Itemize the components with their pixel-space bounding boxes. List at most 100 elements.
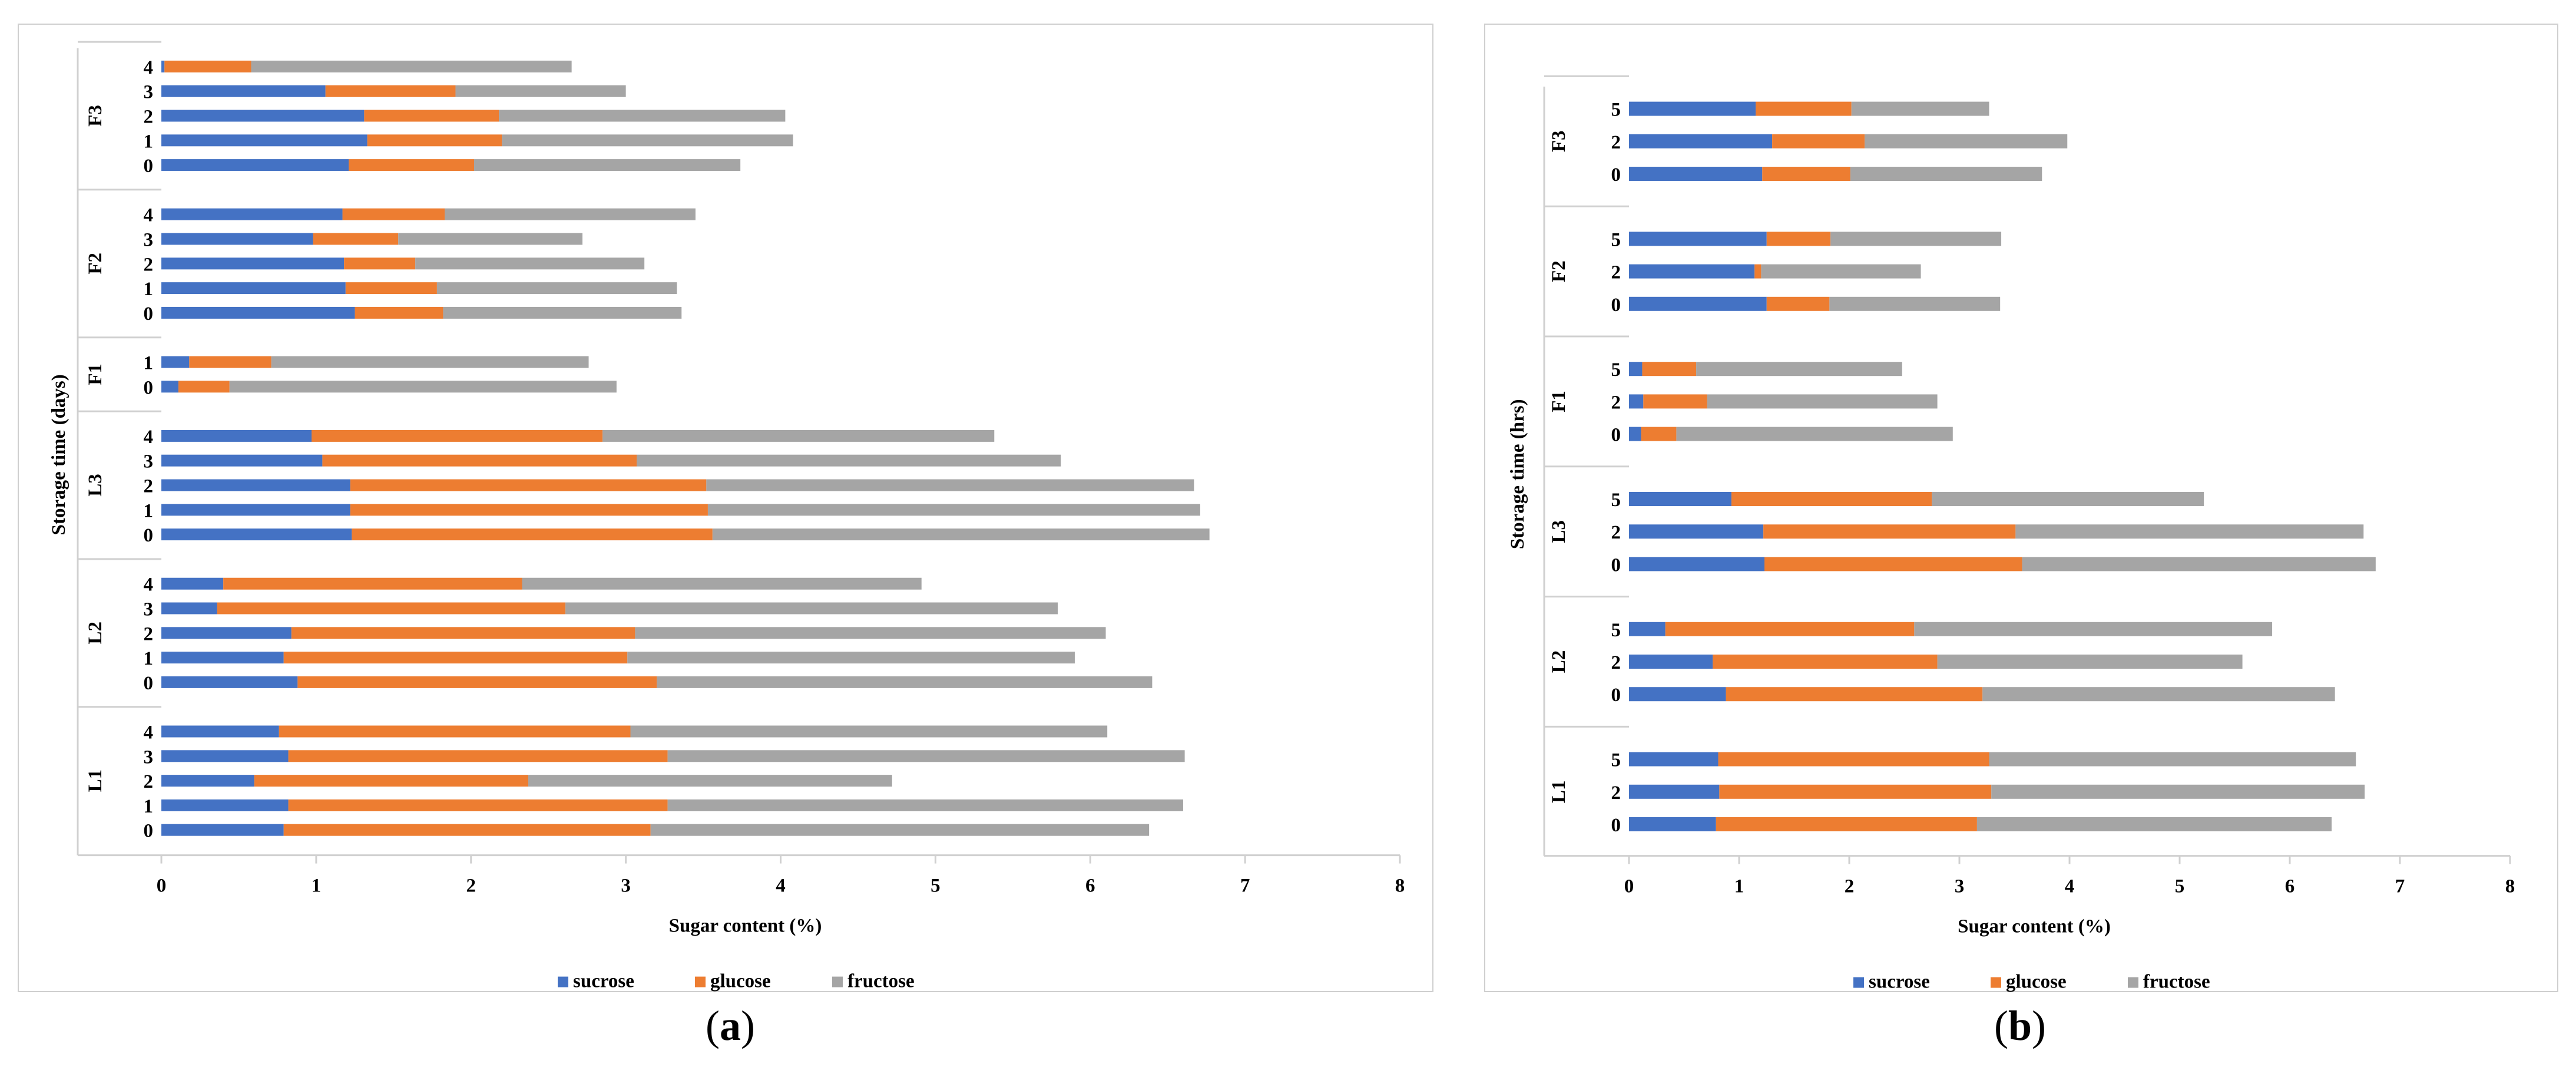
bar-segment-sucrose	[161, 134, 367, 147]
bar-segment-glucose	[1766, 296, 1830, 311]
bar-segment-fructose	[1932, 492, 2204, 506]
row-label: 2	[1611, 392, 1621, 413]
bar-segment-glucose	[254, 775, 529, 787]
row-label: 2	[1611, 262, 1621, 283]
x-tick-label: 6	[2285, 876, 2295, 897]
stacked-bar-chart-b: 5 2 0 F3 5 2 0 F2 5 2 0 F1 5 2 0 L3 5 2 0 L2 5 2 0 L1 0 1 2 3 4 5 6 7 8 S…	[1507, 75, 2515, 993]
group-label: F3	[1548, 130, 1570, 152]
bar-segment-fructose	[667, 799, 1183, 811]
bar-segment-glucose	[1763, 524, 2016, 539]
stacked-bar-chart-a: 43210F343210F210F143210L343210L243210L10…	[48, 41, 1405, 992]
bar-segment-glucose	[288, 750, 668, 762]
row-label: 1	[144, 279, 154, 300]
bar-segment-glucose	[313, 233, 399, 245]
bar-segment-fructose	[1850, 167, 2042, 181]
bar-segment-glucose	[1719, 784, 1992, 799]
row-label: 4	[144, 427, 154, 448]
legend-label-fructose: fructose	[2143, 972, 2210, 993]
bar-segment-glucose	[1713, 655, 1938, 669]
bar-segment-sucrose	[1629, 817, 1716, 831]
row-label: 4	[144, 205, 154, 226]
bar-segment-fructose	[522, 577, 922, 590]
bar-segment-sucrose	[161, 85, 326, 97]
bar-segment-glucose	[364, 110, 499, 122]
row-label: 0	[144, 156, 154, 177]
bar-segment-sucrose	[161, 306, 355, 319]
bar-segment-sucrose	[161, 725, 279, 738]
bar-segment-fructose	[635, 627, 1106, 639]
bar-segment-glucose	[1731, 492, 1932, 506]
bar-segment-fructose	[637, 454, 1061, 467]
bar-segment-sucrose	[161, 750, 289, 762]
bar-segment-fructose	[443, 306, 682, 319]
bar-segment-glucose	[325, 85, 456, 97]
subfigure-label-b: (b)	[1994, 1002, 2046, 1049]
row-label: 3	[144, 746, 154, 768]
x-tick-label: 3	[621, 876, 631, 897]
bar-segment-sucrose	[161, 430, 312, 442]
bar-segment-fructose	[445, 208, 696, 220]
bar-segment-glucose	[283, 652, 628, 664]
x-tick-label: 1	[1734, 876, 1744, 897]
row-label: 5	[1611, 620, 1621, 641]
bar-segment-glucose	[350, 504, 708, 516]
row-label: 5	[1611, 750, 1621, 771]
row-label: 2	[1611, 522, 1621, 543]
bar-segment-sucrose	[1629, 752, 1719, 767]
bar-segment-glucose	[217, 602, 566, 615]
bar-segment-fructose	[707, 504, 1200, 516]
bar-segment-sucrose	[161, 60, 165, 72]
bar-segment-sucrose	[1629, 167, 1763, 181]
bar-segment-sucrose	[1629, 557, 1765, 571]
row-label: 0	[1611, 685, 1621, 706]
bar-segment-fructose	[650, 824, 1150, 836]
bar-segment-sucrose	[161, 775, 254, 787]
row-label: 0	[144, 377, 154, 398]
bar-segment-sucrose	[161, 799, 289, 811]
bar-segment-glucose	[349, 159, 475, 171]
row-label: 0	[144, 525, 154, 546]
bar-segment-fructose	[229, 381, 617, 393]
bar-segment-sucrose	[161, 110, 365, 122]
row-label: 2	[144, 623, 154, 645]
bar-segment-sucrose	[161, 602, 217, 615]
bar-segment-glucose	[1641, 427, 1677, 441]
bar-segment-fructose	[1991, 784, 2365, 799]
bar-segment-sucrose	[161, 257, 345, 270]
bar-segment-glucose	[291, 627, 635, 639]
bar-segment-glucose	[189, 356, 271, 368]
x-tick-label: 4	[2065, 876, 2075, 897]
legend-swatch-fructose	[2128, 977, 2138, 988]
bar-segment-sucrose	[161, 282, 346, 295]
row-label: 1	[144, 500, 154, 521]
bar-segment-sucrose	[161, 479, 350, 491]
bar-segment-sucrose	[1629, 492, 1731, 506]
bar-segment-fructose	[1676, 427, 1953, 441]
x-tick-label: 2	[466, 876, 476, 897]
bar-segment-sucrose	[1629, 524, 1764, 539]
bar-segment-sucrose	[161, 577, 224, 590]
bar-segment-fructose	[455, 85, 626, 97]
x-tick-label: 7	[1240, 876, 1250, 897]
x-tick-label: 1	[312, 876, 322, 897]
group-label: L2	[1548, 650, 1570, 673]
row-label: 3	[144, 599, 154, 620]
bar-segment-glucose	[1756, 101, 1852, 116]
bar-segment-fructose	[1707, 394, 1938, 409]
bar-segment-fructose	[1914, 622, 2273, 636]
x-tick-label: 4	[776, 876, 786, 897]
bar-segment-sucrose	[161, 528, 352, 541]
row-label: 0	[1611, 815, 1621, 836]
group-label: F1	[85, 364, 106, 385]
x-tick-label: 7	[2395, 876, 2405, 897]
bar-segment-fructose	[565, 602, 1058, 615]
bar-segment-fructose	[1830, 232, 2002, 246]
bar-segment-fructose	[436, 282, 677, 295]
bar-segment-fructose	[706, 479, 1194, 491]
row-label: 1	[144, 131, 154, 152]
row-label: 0	[144, 821, 154, 842]
subfigure-label-a: (a)	[706, 1002, 755, 1049]
row-label: 2	[1611, 782, 1621, 804]
bar-segment-fructose	[667, 750, 1185, 762]
bar-segment-sucrose	[161, 356, 190, 368]
